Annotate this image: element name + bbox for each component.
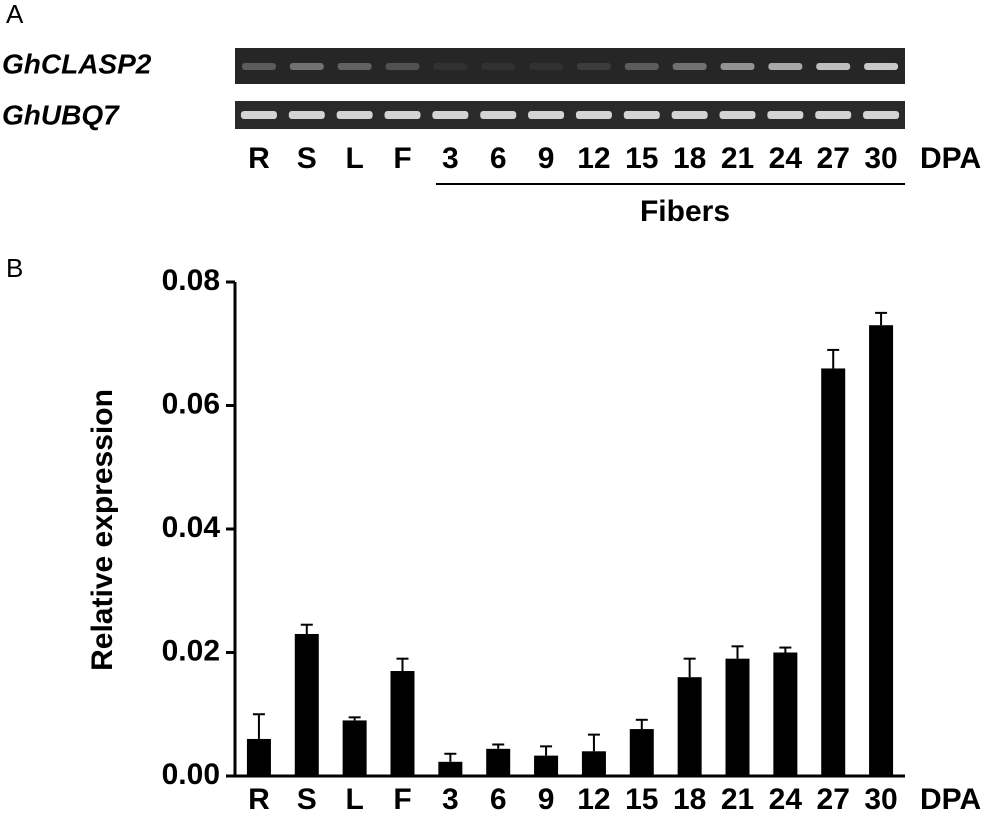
gel-band bbox=[433, 63, 468, 70]
gel-row bbox=[235, 101, 905, 129]
y-tick-label: 0.02 bbox=[162, 634, 220, 667]
gel-band bbox=[576, 63, 611, 70]
lane-label: 15 bbox=[625, 142, 658, 175]
lane-label: 21 bbox=[721, 142, 754, 175]
bar bbox=[390, 671, 415, 776]
gel-band bbox=[384, 111, 421, 119]
gel-band bbox=[864, 63, 899, 70]
gel-band bbox=[385, 63, 420, 70]
lane-label: 24 bbox=[769, 142, 803, 175]
gel-band bbox=[719, 111, 756, 119]
gel-band bbox=[336, 111, 373, 119]
bar bbox=[629, 729, 654, 776]
lane-label: 30 bbox=[864, 142, 897, 175]
lane-label: 12 bbox=[577, 142, 610, 175]
bar bbox=[486, 748, 511, 776]
bar bbox=[821, 368, 846, 776]
x-tick-label: 30 bbox=[864, 783, 897, 816]
bar bbox=[581, 751, 606, 776]
gel-band bbox=[289, 63, 324, 70]
x-tick-label: S bbox=[297, 783, 317, 816]
x-tick-label: 3 bbox=[442, 783, 459, 816]
gene-label: GhUBQ7 bbox=[2, 99, 120, 130]
lane-label: F bbox=[393, 142, 411, 175]
gel-band bbox=[768, 63, 803, 70]
lane-label: 18 bbox=[673, 142, 706, 175]
lane-label: L bbox=[345, 142, 363, 175]
gel-row bbox=[235, 48, 905, 84]
x-axis-label: DPA bbox=[920, 783, 981, 816]
gel-band bbox=[671, 111, 708, 119]
bar bbox=[677, 677, 702, 776]
gel-band bbox=[240, 111, 277, 119]
gel-band bbox=[863, 111, 900, 119]
gel-band bbox=[720, 63, 755, 70]
bar bbox=[773, 652, 798, 776]
gel-band bbox=[480, 111, 517, 119]
gel-band bbox=[672, 63, 707, 70]
bar bbox=[534, 755, 559, 776]
lane-label: 6 bbox=[490, 142, 507, 175]
lane-label: R bbox=[248, 142, 270, 175]
x-tick-label: 15 bbox=[625, 783, 658, 816]
y-tick-label: 0.00 bbox=[162, 758, 220, 791]
x-tick-label: L bbox=[345, 783, 363, 816]
lane-label: 27 bbox=[817, 142, 850, 175]
gel-band bbox=[432, 111, 469, 119]
panel-label: A bbox=[6, 0, 24, 29]
bar bbox=[246, 738, 271, 776]
gel-band bbox=[575, 111, 612, 119]
gel-band bbox=[288, 111, 325, 119]
y-tick-label: 0.06 bbox=[162, 387, 220, 420]
y-tick-label: 0.08 bbox=[162, 264, 220, 297]
x-tick-label: 21 bbox=[721, 783, 754, 816]
lane-label: 3 bbox=[442, 142, 459, 175]
group-label: Fibers bbox=[640, 195, 730, 228]
x-tick-label: 24 bbox=[769, 783, 803, 816]
gel-band bbox=[816, 63, 851, 70]
x-tick-label: F bbox=[393, 783, 411, 816]
gel-band bbox=[623, 111, 660, 119]
gene-label: GhCLASP2 bbox=[2, 48, 152, 79]
bar bbox=[342, 720, 367, 776]
bar bbox=[294, 633, 319, 776]
gel-band bbox=[337, 63, 372, 70]
y-axis-label: Relative expression bbox=[86, 389, 119, 671]
bar bbox=[438, 761, 463, 776]
bar bbox=[725, 658, 750, 776]
gel-band bbox=[767, 111, 804, 119]
x-tick-label: 27 bbox=[817, 783, 850, 816]
lane-label: 9 bbox=[538, 142, 555, 175]
x-tick-label: 12 bbox=[577, 783, 610, 816]
gel-band bbox=[815, 111, 852, 119]
gel-band bbox=[528, 111, 565, 119]
panel-label: B bbox=[6, 253, 23, 283]
x-tick-label: 9 bbox=[538, 783, 555, 816]
gel-band bbox=[624, 63, 659, 70]
lane-label: S bbox=[297, 142, 317, 175]
bar bbox=[869, 325, 894, 776]
lane-unit: DPA bbox=[920, 142, 981, 175]
x-tick-label: 18 bbox=[673, 783, 706, 816]
x-tick-label: 6 bbox=[490, 783, 507, 816]
gel-band bbox=[241, 63, 276, 70]
x-tick-label: R bbox=[248, 783, 270, 816]
gel-band bbox=[481, 63, 516, 70]
y-tick-label: 0.04 bbox=[162, 511, 221, 544]
gel-band bbox=[529, 63, 564, 70]
